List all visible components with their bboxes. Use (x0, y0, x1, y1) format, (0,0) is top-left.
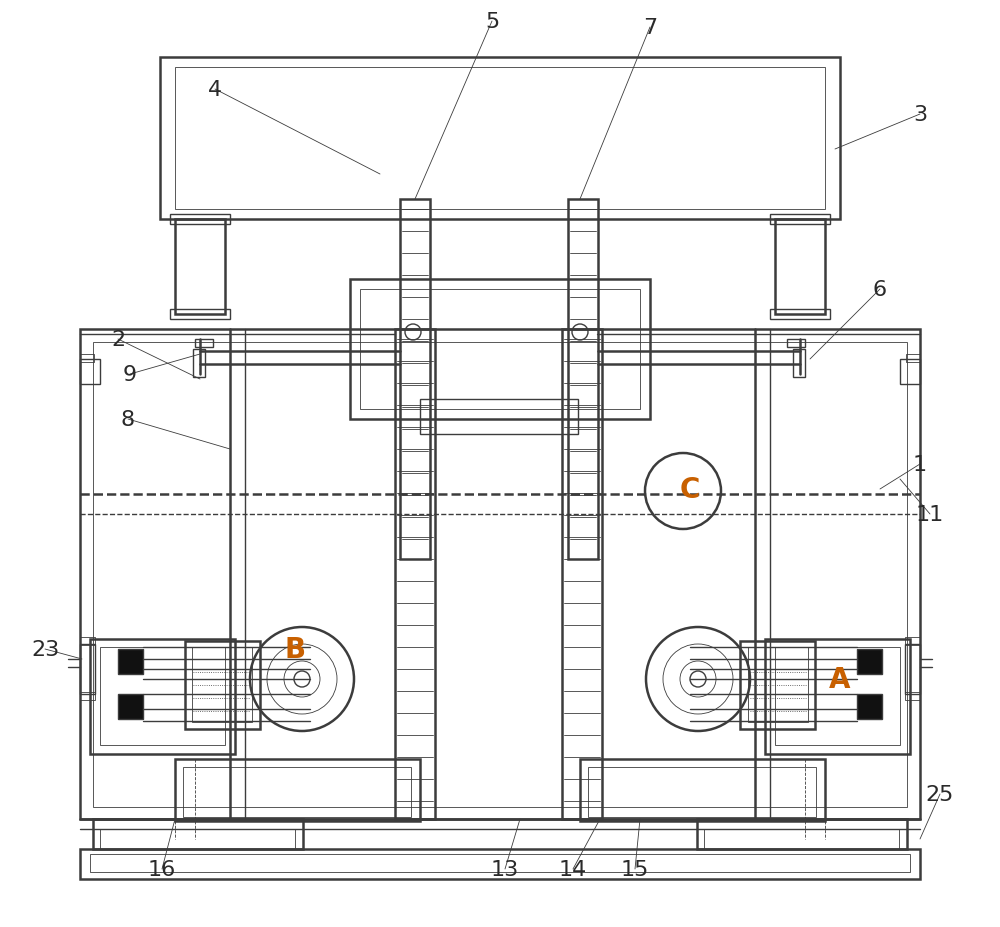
Bar (80, 638, 95, 645)
Bar (93, 343, 907, 807)
Bar (90, 640, 235, 755)
Bar (400, 200, 430, 559)
Bar (170, 215, 230, 224)
Bar (118, 694, 143, 719)
Bar (175, 68, 825, 210)
Bar (775, 220, 825, 314)
Bar (580, 759, 825, 821)
Bar (905, 644, 920, 694)
Text: 3: 3 (913, 105, 927, 125)
Text: 25: 25 (926, 784, 954, 804)
Text: 5: 5 (485, 12, 499, 32)
Bar (93, 819, 303, 849)
Text: 23: 23 (31, 640, 59, 659)
Text: 6: 6 (873, 280, 887, 299)
Bar (183, 768, 411, 817)
Bar (420, 400, 578, 435)
Text: A: A (829, 666, 851, 693)
Text: C: C (680, 476, 700, 503)
Bar (350, 280, 650, 420)
Bar (175, 759, 420, 821)
Bar (192, 647, 252, 722)
Bar (80, 849, 920, 879)
Text: B: B (284, 635, 306, 664)
Bar (697, 819, 907, 849)
Bar (160, 57, 840, 220)
Bar (360, 289, 640, 410)
Bar (770, 215, 830, 224)
Bar (787, 339, 805, 348)
Text: 15: 15 (621, 859, 649, 879)
Bar (80, 644, 95, 694)
Bar (100, 829, 295, 849)
Text: 1: 1 (913, 454, 927, 475)
Text: 8: 8 (121, 410, 135, 429)
Bar (195, 339, 213, 348)
Bar (562, 330, 602, 819)
Text: 2: 2 (111, 330, 125, 349)
Bar (857, 649, 882, 674)
Bar (588, 768, 816, 817)
Bar (740, 641, 815, 730)
Bar (568, 200, 598, 559)
Text: 7: 7 (643, 18, 657, 38)
Bar (118, 649, 143, 674)
Bar (100, 647, 225, 745)
Bar (170, 310, 230, 320)
Bar (175, 220, 225, 314)
Bar (765, 640, 910, 755)
Text: 13: 13 (491, 859, 519, 879)
Bar (900, 360, 920, 385)
Bar (770, 310, 830, 320)
Text: 4: 4 (208, 80, 222, 100)
Bar (185, 641, 260, 730)
Text: 9: 9 (123, 364, 137, 385)
Bar (80, 692, 95, 700)
Bar (775, 647, 900, 745)
Bar (905, 638, 920, 645)
Text: 11: 11 (916, 504, 944, 525)
Bar (395, 330, 435, 819)
Bar (906, 355, 920, 362)
Bar (748, 647, 808, 722)
Bar (80, 360, 100, 385)
Text: 16: 16 (148, 859, 176, 879)
Text: 14: 14 (559, 859, 587, 879)
Bar (905, 692, 920, 700)
Bar (793, 349, 805, 377)
Bar (193, 349, 205, 377)
Bar (857, 694, 882, 719)
Bar (80, 355, 94, 362)
Bar (90, 854, 910, 872)
Bar (704, 829, 899, 849)
Bar (80, 330, 920, 819)
